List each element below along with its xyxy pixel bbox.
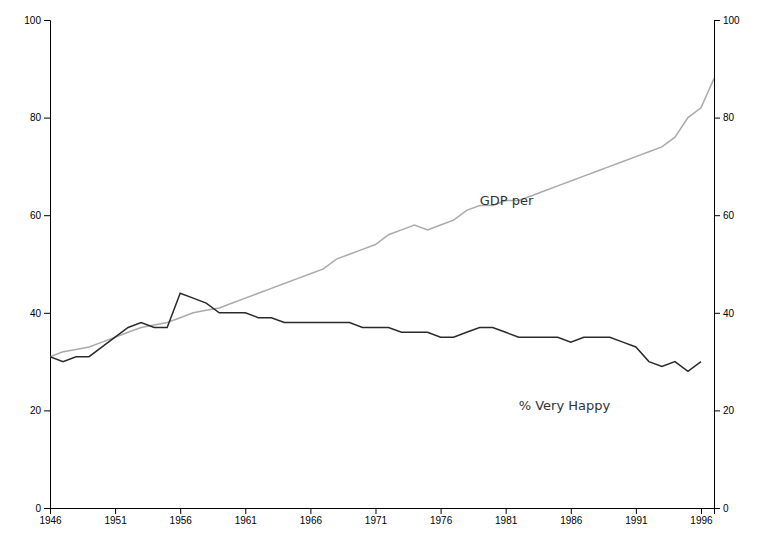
tick-label: 60 xyxy=(723,210,735,221)
tick-label: 1981 xyxy=(495,515,518,526)
tick-label: 1971 xyxy=(365,515,388,526)
tick-mark xyxy=(714,313,720,314)
tick-label: 1976 xyxy=(430,515,453,526)
tick: 1961 xyxy=(235,508,258,526)
plot-area: 1946 1951 1956 1961 1966 1971 1976 1981 1986 1991… xyxy=(24,15,740,526)
tick-mark xyxy=(44,508,50,509)
tick-label: 100 xyxy=(24,15,41,26)
tick-label: 1951 xyxy=(104,515,127,526)
tick-mark xyxy=(714,20,720,21)
annotations: GDP per % Very Happy xyxy=(480,193,611,413)
tick: 1991 xyxy=(625,508,648,526)
tick-label: 100 xyxy=(723,15,740,26)
tick-mark xyxy=(44,215,50,216)
tick: 60 xyxy=(714,210,735,221)
tick-mark xyxy=(571,508,572,514)
tick-mark xyxy=(701,508,702,514)
tick-mark xyxy=(714,215,720,216)
tick: 20 xyxy=(714,405,735,416)
line xyxy=(50,293,701,371)
y2-axis: 0 20 40 60 80 100 xyxy=(714,15,740,514)
line xyxy=(50,79,714,357)
tick-label: 0 xyxy=(35,503,41,514)
tick-mark xyxy=(375,508,376,514)
tick-label: 1991 xyxy=(625,515,648,526)
tick: 1996 xyxy=(690,508,713,526)
tick-label: 0 xyxy=(723,503,729,514)
tick-mark xyxy=(44,313,50,314)
tick-mark xyxy=(44,410,50,411)
tick: 100 xyxy=(714,15,740,26)
tick-label: 1946 xyxy=(39,515,62,526)
chart: 1946 1951 1956 1961 1966 1971 1976 1981 1986 1991… xyxy=(0,0,764,548)
tick-mark xyxy=(636,508,637,514)
tick-label: 40 xyxy=(30,308,42,319)
annotation: % Very Happy xyxy=(519,398,611,413)
tick-label: 1986 xyxy=(560,515,583,526)
tick: 40 xyxy=(714,308,735,319)
tick-label: 1956 xyxy=(170,515,193,526)
tick-mark xyxy=(506,508,507,514)
tick-mark xyxy=(714,118,720,119)
tick-mark xyxy=(714,410,720,411)
tick: 1986 xyxy=(560,508,583,526)
tick-mark xyxy=(115,508,116,514)
tick: 1976 xyxy=(430,508,453,526)
tick-mark xyxy=(245,508,246,514)
tick-mark xyxy=(44,20,50,21)
tick: 60 xyxy=(30,210,50,221)
axis-line xyxy=(44,21,51,509)
tick: 1981 xyxy=(495,508,518,526)
tick-label: 80 xyxy=(723,112,735,123)
tick: 1956 xyxy=(170,508,193,526)
tick-label: 1996 xyxy=(690,515,713,526)
tick-mark xyxy=(310,508,311,514)
tick: 1951 xyxy=(104,508,127,526)
tick-label: 1966 xyxy=(300,515,323,526)
tick: 40 xyxy=(30,308,50,319)
tick-label: 20 xyxy=(723,405,735,416)
tick-mark xyxy=(44,118,50,119)
annotation: GDP per xyxy=(480,193,534,208)
tick-label: 40 xyxy=(723,308,735,319)
x-axis: 1946 1951 1956 1961 1966 1971 1976 1981 1986 1991… xyxy=(39,508,714,526)
tick-label: 1961 xyxy=(235,515,258,526)
tick: 0 xyxy=(35,503,50,514)
tick-mark xyxy=(441,508,442,514)
tick: 100 xyxy=(24,15,50,26)
lines xyxy=(50,79,714,372)
tick-label: 20 xyxy=(30,405,42,416)
tick-mark xyxy=(180,508,181,514)
axis-line xyxy=(715,21,721,509)
tick-label: 80 xyxy=(30,112,42,123)
tick: 1966 xyxy=(300,508,323,526)
tick: 80 xyxy=(30,112,50,123)
tick: 1971 xyxy=(365,508,388,526)
tick: 80 xyxy=(714,112,735,123)
y-axis: 0 20 40 60 80 100 xyxy=(24,15,50,514)
tick-mark xyxy=(714,508,720,509)
tick: 1946 xyxy=(39,508,62,526)
tick-label: 60 xyxy=(30,210,42,221)
tick: 0 xyxy=(714,503,729,514)
tick: 20 xyxy=(30,405,50,416)
axis-line xyxy=(51,509,715,515)
